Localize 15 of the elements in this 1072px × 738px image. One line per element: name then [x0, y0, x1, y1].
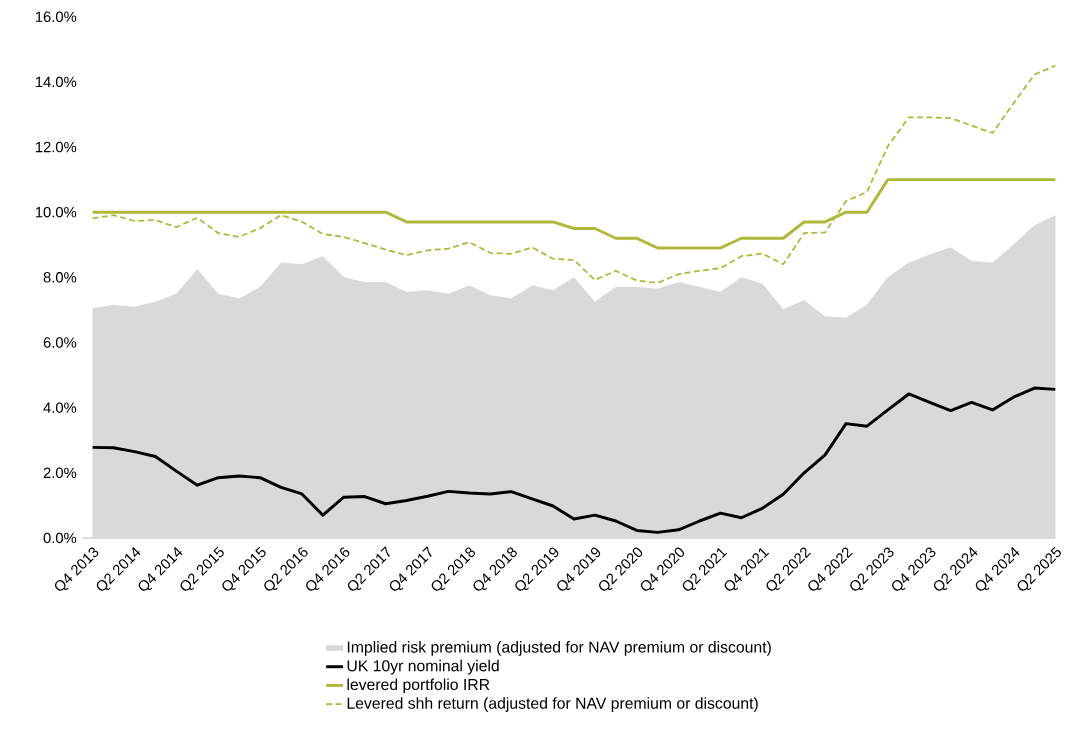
y-tick-label: 12.0% — [35, 141, 77, 153]
line-series — [91, 64, 1057, 284]
y-tick-label: 8.0% — [43, 272, 77, 283]
legend-label: UK 10yr nominal yield — [347, 659, 499, 675]
y-tick-label: 6.0% — [43, 337, 77, 348]
y-tick-label: 0.0% — [43, 532, 77, 544]
y-tick-label: 2.0% — [43, 467, 77, 479]
y-tick-label: 10.0% — [35, 206, 77, 218]
legend-label: Implied risk premium (adjusted for NAV premium or discount) — [347, 641, 771, 656]
y-tick-label: 14.0% — [35, 76, 77, 88]
legend-label: levered portfolio IRR — [347, 678, 490, 694]
y-tick-label: 4.0% — [43, 402, 77, 413]
legend-label: Levered shh return (adjusted for NAV premium or discount) — [347, 697, 758, 712]
y-tick-label: 16.0% — [35, 11, 77, 22]
line-series — [91, 386, 1057, 534]
